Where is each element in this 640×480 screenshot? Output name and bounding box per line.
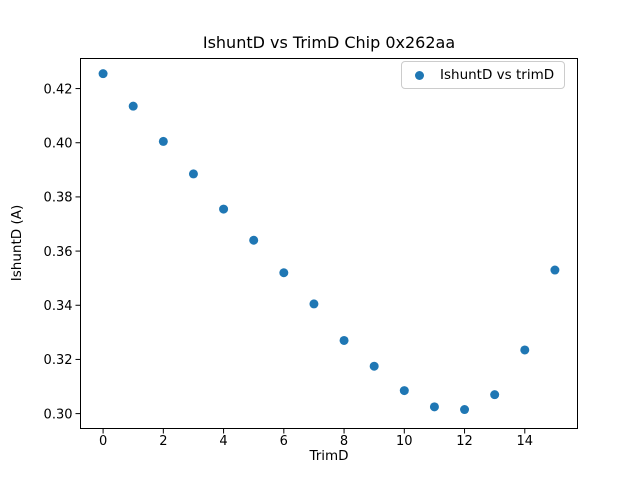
- data-point: [98, 69, 108, 79]
- data-point: [188, 169, 198, 179]
- chart-title: IshuntD vs TrimD Chip 0x262aa: [203, 33, 455, 52]
- data-point: [550, 265, 560, 275]
- x-tick-label: 8: [340, 434, 348, 449]
- data-point: [279, 268, 289, 278]
- legend: IshuntD vs trimD: [401, 61, 566, 89]
- data-point: [520, 345, 530, 355]
- y-tick-label: 0.32: [44, 353, 73, 368]
- data-point: [219, 204, 229, 214]
- x-tick-label: 12: [456, 434, 473, 449]
- plot-generated-layer: 0 2 4 6 8 10 12 14 0.30 0.32 0.34 0.36 0.38 0.40 0.42: [44, 58, 578, 449]
- y-tick-label: 0.40: [44, 137, 73, 152]
- y-tick-label: 0.36: [44, 245, 73, 260]
- data-point: [369, 361, 379, 371]
- data-point: [128, 101, 138, 111]
- legend-label: IshuntD vs trimD: [440, 67, 555, 83]
- x-tick-label: 2: [159, 434, 167, 449]
- data-point: [429, 402, 439, 412]
- data-point: [339, 335, 349, 345]
- x-axis-label: TrimD: [308, 448, 348, 464]
- data-point: [309, 299, 319, 309]
- y-tick-label: 0.38: [44, 191, 73, 206]
- y-tick-label: 0.34: [44, 299, 73, 314]
- legend-marker-icon: [415, 70, 424, 80]
- y-tick-label: 0.42: [44, 82, 73, 97]
- plot-frame: [80, 58, 578, 429]
- data-point: [460, 405, 470, 415]
- x-tick-label: 14: [517, 434, 534, 449]
- data-point: [249, 235, 259, 245]
- y-axis-label: IshuntD (A): [9, 205, 25, 281]
- data-point: [490, 390, 500, 400]
- data-point: [399, 386, 409, 396]
- x-tick-label: 0: [99, 434, 107, 449]
- data-point: [158, 136, 168, 146]
- y-tick-label: 0.30: [44, 407, 73, 422]
- x-tick-label: 4: [219, 434, 227, 449]
- x-tick-label: 6: [280, 434, 288, 449]
- x-tick-label: 10: [396, 434, 413, 449]
